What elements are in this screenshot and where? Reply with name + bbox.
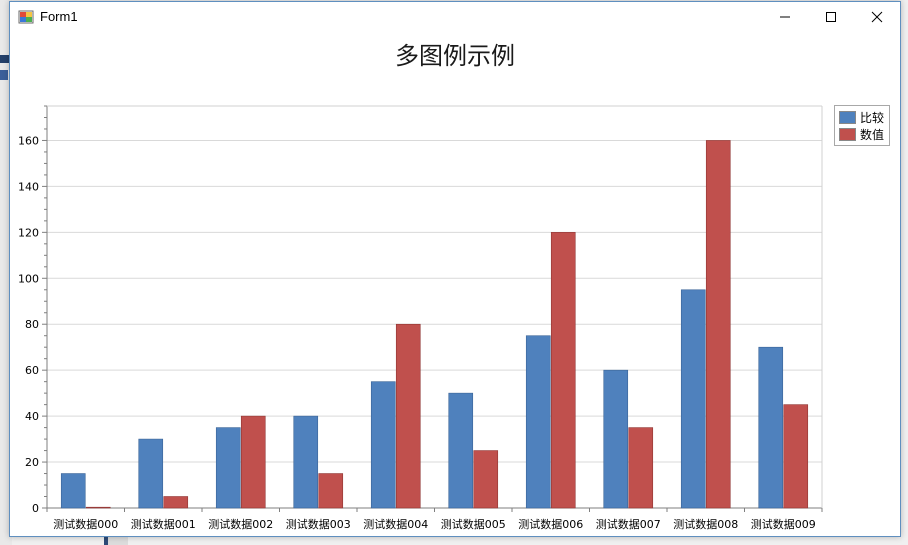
- chart-client-area: 多图例示例 0 20 40 60 80 100 120 140 160 测试数据000 测试数据00…: [10, 32, 900, 536]
- chart-title: 多图例示例: [395, 42, 515, 70]
- app-icon: [18, 10, 34, 24]
- bar-value: [395, 323, 421, 509]
- legend-item-value: 数值: [839, 126, 884, 142]
- bar-value: [473, 450, 499, 509]
- bar-compare: [758, 346, 784, 509]
- legend-swatch-value: [839, 127, 856, 141]
- bar-compare: [60, 473, 86, 509]
- legend-label-value: 数值: [860, 127, 885, 142]
- bar-compare: [448, 392, 474, 509]
- x-tick-label: 测试数据007: [596, 517, 661, 531]
- title-bar[interactable]: Form1: [10, 2, 900, 32]
- bar-value: [550, 232, 576, 509]
- y-tick-label: 100: [18, 272, 39, 285]
- bar-compare: [293, 415, 319, 509]
- background-taskbar: [104, 536, 128, 545]
- bar-value: [85, 506, 111, 509]
- y-tick-label: 0: [32, 502, 39, 515]
- bar-value: [628, 427, 654, 509]
- y-tick-label: 40: [25, 410, 39, 423]
- x-tick-label: 测试数据001: [131, 517, 196, 531]
- x-tick-label: 测试数据000: [53, 517, 118, 531]
- legend-swatch-compare: [839, 110, 856, 124]
- bar-value: [705, 140, 731, 509]
- y-tick-label: 60: [25, 364, 39, 377]
- bar-compare: [370, 381, 396, 509]
- background-window-edge: [0, 55, 10, 63]
- bar-compare: [525, 335, 551, 509]
- x-tick-label: 测试数据004: [363, 517, 428, 531]
- form-window: Form1 多图例示例 0 20 40 60 80 100 120 140 160 测试数据000…: [9, 1, 901, 537]
- x-tick-label: 测试数据003: [286, 517, 351, 531]
- x-tick-label: 测试数据008: [673, 517, 738, 531]
- minimize-button[interactable]: [762, 2, 808, 32]
- legend-item-compare: 比较: [839, 109, 884, 125]
- bar-compare: [680, 289, 706, 509]
- y-tick-label: 20: [25, 456, 39, 469]
- background-taskbar-accent: [104, 536, 108, 545]
- y-tick-label: 140: [18, 180, 39, 193]
- bar-compare: [138, 438, 164, 509]
- legend-label-compare: 比较: [860, 110, 885, 125]
- x-tick-label: 测试数据006: [518, 517, 583, 531]
- background-window-edge-2: [0, 70, 8, 80]
- bar-value: [163, 496, 189, 509]
- window-title: Form1: [40, 9, 78, 24]
- bar-chart: 0 20 40 60 80 100 120 140 160 测试数据000 测试数据001 测试数据0…: [18, 105, 823, 531]
- bar-value: [783, 404, 809, 509]
- x-tick-label: 测试数据005: [441, 517, 506, 531]
- maximize-button[interactable]: [808, 2, 854, 32]
- bar-compare: [603, 369, 629, 509]
- chart-legend: 比较 数值: [834, 105, 890, 146]
- y-tick-label: 120: [18, 226, 39, 239]
- y-tick-label: 160: [18, 134, 39, 147]
- maximize-icon: [826, 12, 836, 22]
- close-icon: [871, 11, 883, 23]
- bar-value: [318, 473, 344, 509]
- x-tick-label: 测试数据002: [208, 517, 273, 531]
- minimize-icon: [780, 16, 790, 18]
- bar-compare: [215, 427, 241, 509]
- close-button[interactable]: [854, 2, 900, 32]
- y-tick-label: 80: [25, 318, 39, 331]
- bar-value: [240, 415, 266, 509]
- x-tick-label: 测试数据009: [751, 517, 816, 531]
